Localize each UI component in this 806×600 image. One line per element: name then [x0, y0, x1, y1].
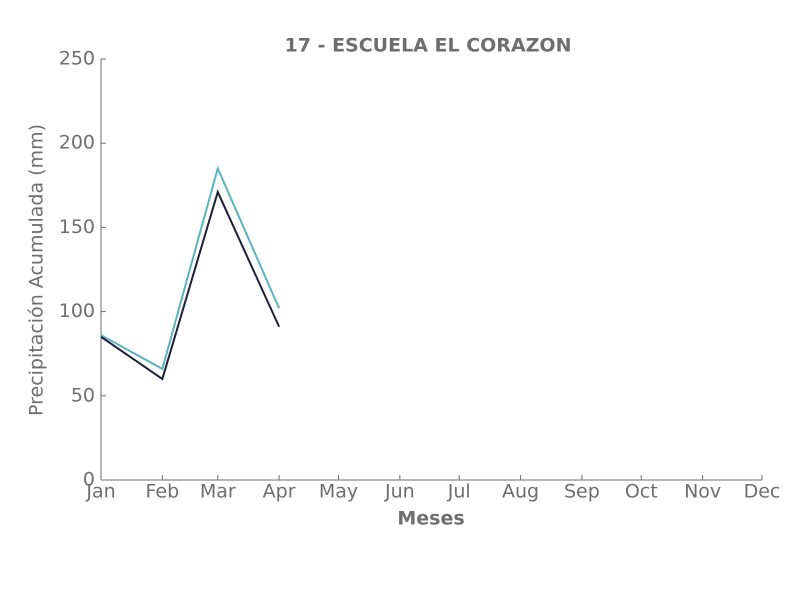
x-tick-label: Jan — [85, 481, 115, 503]
y-tick-label: 100 — [59, 300, 95, 322]
y-tick-label: 50 — [71, 384, 95, 406]
y-axis-label: Precipitación Acumulada (mm) — [26, 124, 48, 416]
x-tick-label: Dec — [744, 481, 781, 503]
y-tick-label: 200 — [59, 132, 95, 154]
x-tick-label: Aug — [502, 481, 539, 503]
x-tick-label: Jun — [384, 481, 415, 503]
x-tick-label: Oct — [625, 481, 658, 503]
y-tick-label: 150 — [59, 216, 95, 238]
x-tick-label: Feb — [146, 481, 180, 503]
x-tick-label: Mar — [200, 481, 236, 503]
line-series — [100, 189, 281, 381]
y-tick-label: 250 — [59, 48, 95, 70]
y-tick-label: 0 — [83, 469, 95, 491]
x-axis-label: Meses — [397, 508, 464, 530]
line-series — [100, 165, 281, 371]
x-tick-label: Sep — [564, 481, 600, 503]
chart-title: 17 - ESCUELA EL CORAZON — [285, 35, 572, 57]
x-tick-label: Apr — [263, 481, 296, 503]
x-tick-label: Jul — [447, 481, 471, 503]
x-tick-label: Nov — [684, 481, 721, 503]
x-tick-label: May — [319, 481, 358, 503]
